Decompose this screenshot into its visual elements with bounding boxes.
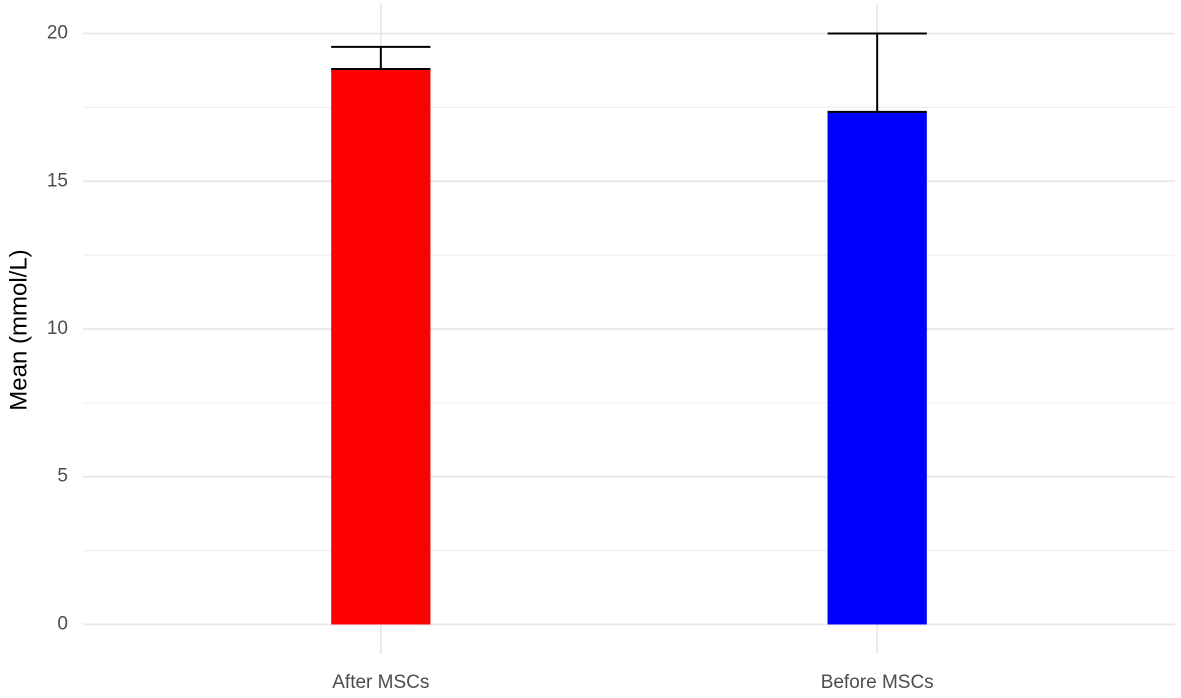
x-tick-label: Before MSCs <box>821 672 934 693</box>
y-tick-label: 10 <box>47 318 68 339</box>
y-tick-label: 0 <box>57 613 68 634</box>
x-tick-label: After MSCs <box>332 672 429 693</box>
bar <box>331 69 431 625</box>
y-axis-title: Mean (mmol/L) <box>5 249 32 410</box>
y-tick-label: 15 <box>47 170 68 191</box>
y-tick-label: 20 <box>47 23 68 44</box>
bar <box>827 111 927 625</box>
y-tick-label: 5 <box>57 466 68 487</box>
